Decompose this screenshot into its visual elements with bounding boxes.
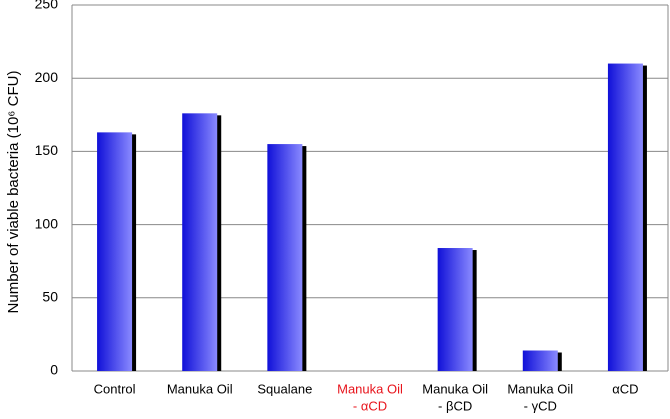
x-tick-label: Manuka Oil bbox=[422, 381, 488, 396]
y-tick-label: 150 bbox=[35, 142, 59, 158]
x-tick-label: Manuka Oil bbox=[167, 381, 233, 396]
x-tick-label: - γCD bbox=[524, 398, 557, 413]
bar bbox=[182, 113, 218, 371]
bar bbox=[607, 63, 643, 372]
y-tick-label: 250 bbox=[35, 0, 59, 12]
y-tick-label: 50 bbox=[42, 289, 58, 305]
x-tick-label: - βCD bbox=[438, 398, 472, 413]
bar bbox=[522, 350, 558, 371]
bar bbox=[437, 248, 473, 371]
y-tick-label: 200 bbox=[35, 69, 59, 85]
x-tick-label: Manuka Oil bbox=[337, 381, 403, 396]
y-tick-label: 0 bbox=[50, 362, 58, 378]
y-axis-label: Number of viable bacteria (10⁶ CFU) bbox=[5, 71, 22, 314]
x-tick-label: Control bbox=[94, 381, 136, 396]
x-tick-label: Manuka Oil bbox=[507, 381, 573, 396]
x-tick-label: Squalane bbox=[257, 381, 312, 396]
bar bbox=[267, 144, 303, 371]
x-tick-label: - αCD bbox=[353, 398, 387, 413]
y-tick-label: 100 bbox=[35, 215, 59, 231]
x-tick-label: αCD bbox=[612, 381, 638, 396]
bar bbox=[97, 132, 133, 371]
